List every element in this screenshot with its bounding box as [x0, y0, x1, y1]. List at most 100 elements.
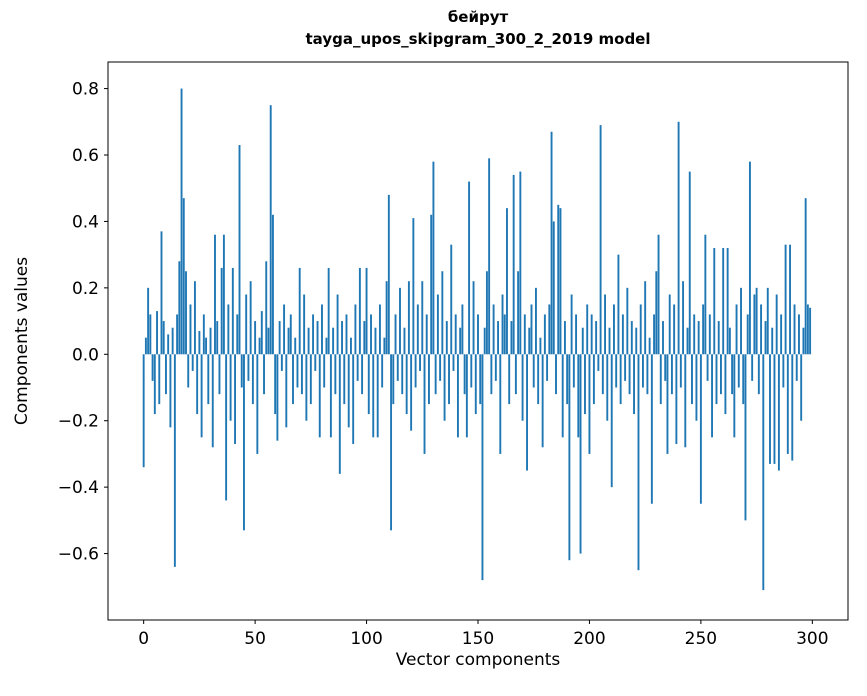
bar [176, 314, 179, 355]
bar [243, 354, 245, 531]
bar [365, 267, 368, 355]
bar [675, 354, 678, 444]
bar [494, 354, 497, 381]
bar [557, 204, 560, 355]
bar [753, 294, 756, 355]
bar [577, 354, 580, 438]
x-tick-label: 100 [350, 629, 382, 649]
bar [390, 354, 393, 531]
bar [704, 234, 707, 355]
bar [352, 354, 355, 444]
bar [434, 354, 437, 395]
bar [459, 327, 462, 355]
bar [332, 327, 335, 355]
bar [537, 354, 540, 405]
bar [318, 354, 321, 438]
bar [251, 354, 254, 405]
x-tick-label: 200 [573, 629, 605, 649]
bar [303, 294, 306, 355]
bar [410, 354, 413, 431]
bar [236, 314, 239, 355]
bar [766, 287, 769, 355]
bar [182, 198, 185, 355]
bar [795, 354, 798, 381]
bar [760, 304, 763, 355]
bar [802, 327, 805, 355]
bar [519, 171, 522, 355]
bar [503, 314, 506, 355]
bar [432, 161, 435, 355]
bar [396, 354, 399, 381]
bar [234, 354, 236, 444]
bar [711, 354, 713, 438]
bar [372, 354, 375, 438]
bar [454, 314, 457, 355]
bar [686, 327, 689, 355]
bar [171, 327, 174, 355]
bar [548, 304, 551, 355]
bar [728, 327, 731, 355]
bar [570, 294, 573, 355]
bar [715, 354, 718, 405]
bar [485, 271, 488, 355]
bar [702, 304, 705, 355]
bar [588, 354, 591, 454]
bar [695, 354, 698, 421]
bar [238, 145, 241, 355]
bar [193, 281, 196, 355]
bar [321, 304, 323, 355]
chart-title: бейрут tayga_upos_skipgram_300_2_2019 mo… [108, 6, 848, 50]
bar [621, 314, 624, 355]
bar [664, 354, 667, 381]
bar [514, 354, 517, 395]
bar [713, 248, 716, 355]
bar [742, 354, 745, 405]
bar [532, 354, 535, 388]
bar [784, 244, 787, 355]
bar [617, 254, 620, 355]
bar [639, 304, 642, 355]
bar [762, 354, 765, 591]
bar [523, 314, 526, 355]
bar [793, 304, 796, 355]
bar [679, 354, 682, 388]
bar [731, 354, 734, 395]
bar [211, 354, 214, 448]
bar [512, 174, 515, 355]
bar [202, 314, 205, 355]
bar [630, 321, 633, 355]
bar [370, 314, 372, 355]
bar [414, 354, 417, 388]
x-axis-label: Vector components [395, 650, 561, 670]
bar [245, 294, 248, 355]
bar [789, 244, 791, 355]
bar [806, 304, 809, 355]
bar [655, 271, 658, 355]
bar [646, 354, 649, 395]
bar [769, 354, 771, 464]
bar [436, 294, 439, 355]
bar [777, 354, 780, 471]
bar [267, 327, 270, 355]
bar [416, 304, 419, 355]
bar [387, 194, 390, 355]
bar [539, 337, 542, 355]
bar [735, 304, 738, 355]
bar [662, 321, 664, 355]
y-tick-label: −0.6 [58, 545, 99, 565]
bar [323, 354, 326, 388]
bar [167, 334, 170, 355]
bar [403, 327, 406, 355]
bar [644, 281, 647, 355]
bar [309, 354, 312, 405]
bar [169, 354, 172, 428]
bar [383, 337, 386, 355]
bar [724, 354, 727, 415]
bar [305, 354, 308, 421]
y-tick-label: 0.6 [72, 146, 99, 166]
bar [597, 354, 600, 371]
bar [472, 281, 475, 355]
bar [430, 214, 433, 355]
bar [265, 261, 268, 355]
